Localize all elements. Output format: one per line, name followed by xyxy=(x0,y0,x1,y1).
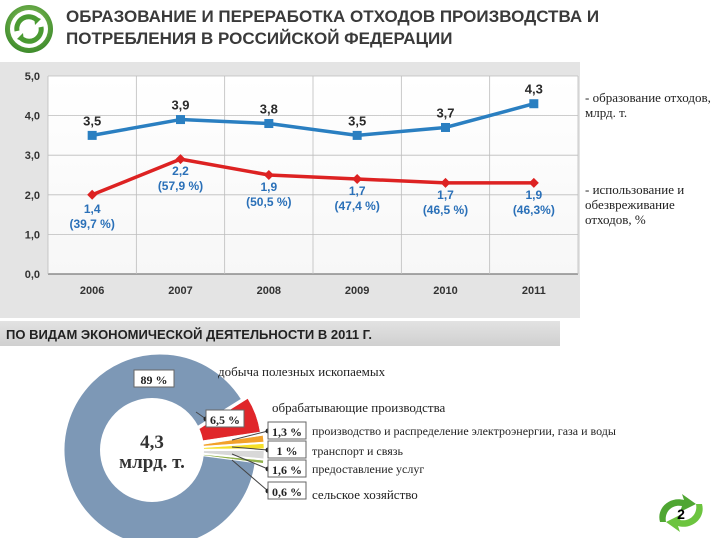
pie-percent-label: 1,6 % xyxy=(272,463,302,477)
data-point xyxy=(87,130,97,140)
next-page-recycle-icon[interactable]: 2 xyxy=(652,492,710,534)
pie-center-label: 4,3 xyxy=(140,432,164,453)
pie-percent-label: 0,6 % xyxy=(272,485,302,499)
data-point xyxy=(352,173,363,184)
x-tick-label: 2009 xyxy=(345,285,369,297)
series-line-generation xyxy=(91,102,535,138)
pie-percent-box xyxy=(267,459,307,478)
data-point xyxy=(440,177,451,188)
x-tick-label: 2007 xyxy=(168,285,192,297)
page-number: 2 xyxy=(677,506,685,522)
pie-percent-box xyxy=(267,440,307,459)
y-tick-label: 1,0 xyxy=(25,229,40,241)
pie-leader-line xyxy=(231,446,269,451)
pie-category-label-agriculture: сельское хозяйство xyxy=(312,487,418,502)
pie-leader-line xyxy=(231,430,269,441)
y-tick-label: 4,0 xyxy=(25,111,40,123)
pie-percent-box xyxy=(267,481,307,500)
y-tick-label: 5,0 xyxy=(25,71,40,83)
data-label: 2,2 (57,9 %) xyxy=(158,164,203,193)
page-title: ОБРАЗОВАНИЕ И ПЕРЕРАБОТКА ОТХОДОВ ПРОИЗВ… xyxy=(66,7,600,48)
data-point xyxy=(175,154,186,165)
data-point xyxy=(352,130,362,140)
data-point xyxy=(176,115,185,125)
pie-leader-line xyxy=(231,453,269,470)
data-point xyxy=(87,189,98,200)
pie-category-label-mining: добыча полезных ископаемых xyxy=(218,364,386,379)
recycle-logo-icon xyxy=(5,5,53,53)
legend-entry-generation: - образование отходов, млрд. т. xyxy=(585,90,711,120)
pie-percent-box xyxy=(267,421,307,440)
data-label: 1,9 (50,5 %) xyxy=(246,180,291,209)
y-tick-label: 0,0 xyxy=(25,269,40,281)
x-tick-label: 2010 xyxy=(433,285,457,297)
x-tick-label: 2006 xyxy=(80,285,104,297)
pie-leader-line xyxy=(231,459,269,492)
x-tick-label: 2011 xyxy=(522,285,546,297)
data-label: 1,9 (46,3%) xyxy=(513,188,555,217)
series-line-utilization xyxy=(91,157,534,197)
pie-center xyxy=(100,398,204,502)
pie-percent-label: 1 % xyxy=(277,444,298,458)
pie-percent-label: 6,5 % xyxy=(210,413,240,427)
data-label: 3,5 xyxy=(83,113,101,128)
data-label: 3,7 xyxy=(436,105,454,120)
pie-percent-label: 89 % xyxy=(141,373,168,387)
section-heading-band xyxy=(0,321,560,346)
data-label: 3,8 xyxy=(260,102,278,117)
pie-center-label: млрд. т. xyxy=(119,452,185,473)
data-label: 1,7 (46,5 %) xyxy=(423,188,468,217)
pie-category-label-services: предоставление услуг xyxy=(312,462,425,476)
data-label: 1,4 (39,7 %) xyxy=(69,202,114,231)
data-point xyxy=(264,119,274,129)
pie-category-label-utilities: производство и распределение электроэнер… xyxy=(312,424,616,438)
pie-category-label-manufacturing: обрабатывающие производства xyxy=(272,400,446,415)
y-tick-label: 3,0 xyxy=(25,150,40,162)
x-tick-label: 2008 xyxy=(257,285,281,297)
pie-percent-label: 1,3 % xyxy=(272,425,302,439)
data-label: 4,3 xyxy=(525,82,543,97)
line-chart: 0,0 1,0 2,0 3,0 4,0 5,0 2006 2007 2008 2009 2010 20… xyxy=(0,62,580,318)
pie-percent-box xyxy=(205,409,245,428)
data-point xyxy=(441,122,450,132)
data-point xyxy=(263,170,274,180)
legend-entry-utilization: - использование и обезвреживание отходов… xyxy=(585,182,685,227)
section-title: ПО ВИДАМ ЭКОНОМИЧЕСКОЙ ДЕЯТЕЛЬНОСТИ В 20… xyxy=(6,327,373,342)
y-tick-label: 2,0 xyxy=(25,190,40,202)
data-point xyxy=(529,99,539,109)
data-point xyxy=(528,177,539,188)
pie-category-label-transport: транспорт и связь xyxy=(312,444,403,458)
data-label: 3,9 xyxy=(171,98,189,113)
pie-percent-box xyxy=(133,369,175,388)
data-label: 1,7 (47,4 %) xyxy=(334,184,379,213)
data-label: 3,5 xyxy=(348,113,366,128)
